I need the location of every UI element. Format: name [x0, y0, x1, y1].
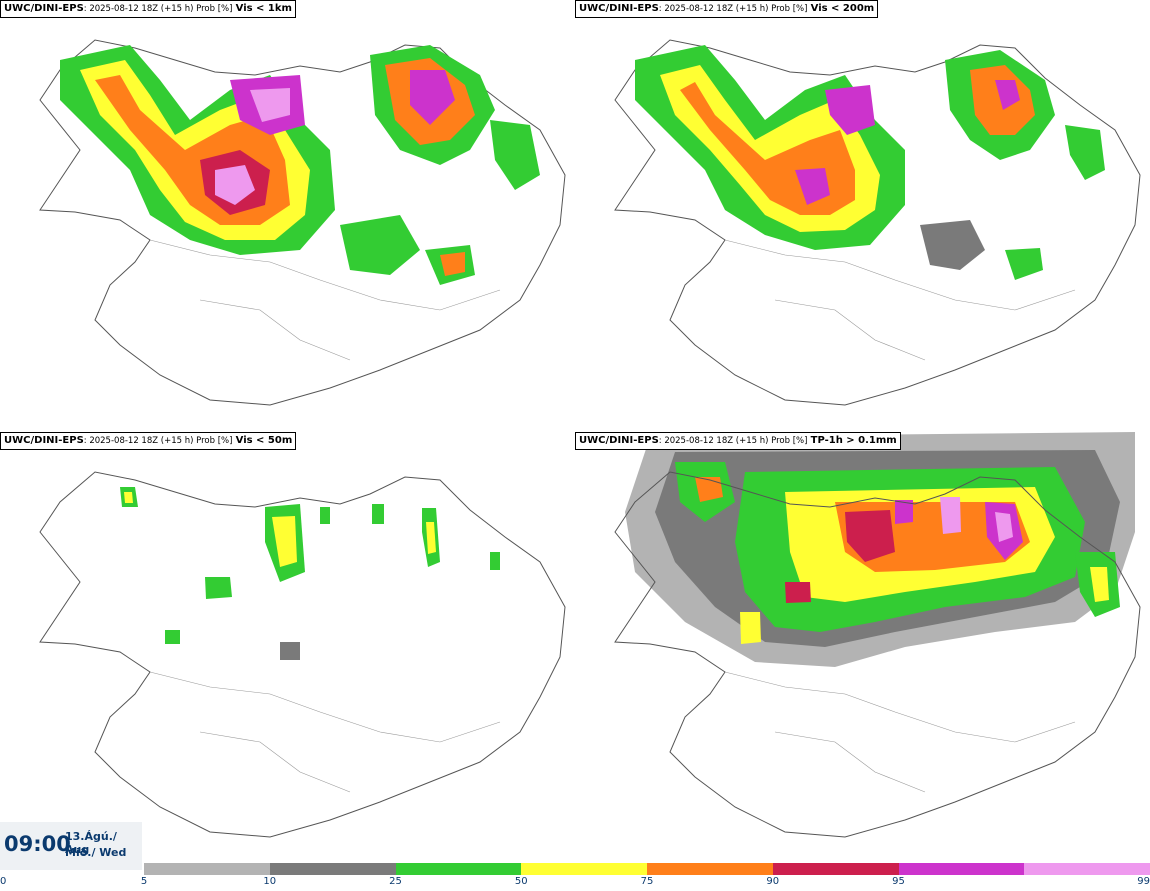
colorbar-tick-label: 95 — [892, 876, 905, 887]
iceland-outline — [39, 471, 566, 838]
map-panel-vis-50m: UWC/DINI-EPS: 2025-08-12 18Z (+15 h) Pro… — [0, 432, 575, 864]
colorbar-segment — [521, 863, 647, 875]
condition: TP-1h > 0.1mm — [810, 435, 897, 446]
probability-field — [625, 432, 1135, 667]
iceland-map-vis-50m — [39, 471, 566, 838]
colorbar-tick-label: 25 — [389, 876, 402, 887]
probability-field — [635, 45, 1105, 280]
map-panel-vis-1km: UWC/DINI-EPS: 2025-08-12 18Z (+15 h) Pro… — [0, 0, 575, 432]
model-name: UWC/DINI-EPS — [579, 3, 659, 14]
model-name: UWC/DINI-EPS — [4, 435, 84, 446]
colorbar-segment — [144, 863, 270, 875]
colorbar-tick-label: 0 — [0, 876, 7, 887]
valid-date-weekday: Mið./ Wed — [65, 846, 127, 859]
valid-time-box: 09:00 13.Ágú./ Aug Mið./ Wed — [0, 822, 142, 870]
colorbar-tick-label: 90 — [766, 876, 780, 887]
colorbar-segment — [395, 863, 522, 875]
colorbar-tick-label: 75 — [640, 876, 654, 887]
colorbar-segment — [772, 863, 899, 875]
probability-field — [60, 45, 540, 285]
colorbar-tick-label: 99 — [1137, 876, 1150, 887]
condition: Vis < 50m — [235, 435, 293, 446]
run-info: : 2025-08-12 18Z (+15 h) Prob [%] — [658, 4, 808, 14]
run-info: : 2025-08-12 18Z (+15 h) Prob [%] — [658, 436, 808, 446]
map-panel-vis-200m: UWC/DINI-EPS: 2025-08-12 18Z (+15 h) Pro… — [575, 0, 1150, 432]
valid-time: 09:00 — [4, 832, 71, 856]
run-info: : 2025-08-12 18Z (+15 h) Prob [%] — [83, 436, 233, 446]
model-name: UWC/DINI-EPS — [4, 3, 84, 14]
probability-colorbar — [144, 863, 1150, 875]
iceland-map-vis-200m — [614, 39, 1141, 406]
iceland-outline — [614, 471, 1141, 838]
model-name: UWC/DINI-EPS — [579, 435, 659, 446]
panel-title: UWC/DINI-EPS: 2025-08-12 18Z (+15 h) Pro… — [575, 432, 901, 450]
panel-title: UWC/DINI-EPS: 2025-08-12 18Z (+15 h) Pro… — [0, 432, 297, 450]
colorbar-segment — [898, 863, 1025, 875]
iceland-map-vis-1km — [39, 39, 566, 406]
colorbar-tick-label: 10 — [263, 876, 277, 887]
iceland-outline — [614, 39, 1141, 406]
colorbar-tick-label: 50 — [514, 876, 528, 887]
colorbar-segment — [269, 863, 396, 875]
panel-title: UWC/DINI-EPS: 2025-08-12 18Z (+15 h) Pro… — [0, 0, 296, 18]
valid-date-day: 13.Ágú./ Aug — [65, 830, 117, 856]
colorbar-ticks: 0 5 10 25 50 75 90 95 99 — [0, 876, 1150, 891]
panel-title: UWC/DINI-EPS: 2025-08-12 18Z (+15 h) Pro… — [575, 0, 879, 18]
probability-field — [120, 487, 500, 660]
colorbar-tick-label: 5 — [140, 876, 148, 887]
map-panel-tp-1h: UWC/DINI-EPS: 2025-08-12 18Z (+15 h) Pro… — [575, 432, 1150, 864]
colorbar-segment — [1024, 863, 1150, 875]
iceland-outline — [39, 39, 566, 406]
condition: Vis < 1km — [235, 3, 292, 14]
iceland-map-tp-1h — [614, 432, 1141, 838]
condition: Vis < 200m — [810, 3, 875, 14]
run-info: : 2025-08-12 18Z (+15 h) Prob [%] — [83, 4, 233, 14]
colorbar-segment — [647, 863, 773, 875]
